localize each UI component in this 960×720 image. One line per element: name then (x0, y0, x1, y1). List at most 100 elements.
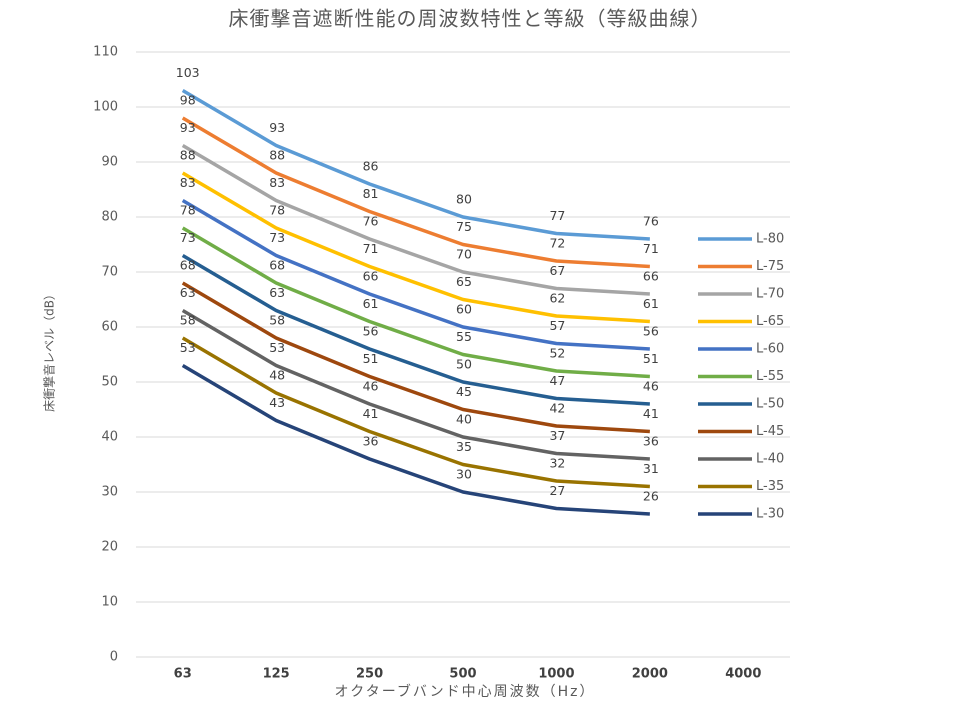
data-label: 72 (549, 236, 565, 251)
x-tick-label: 4000 (725, 667, 761, 682)
data-label: 60 (456, 302, 472, 317)
data-label: 41 (363, 406, 379, 421)
data-label: 61 (643, 296, 659, 311)
legend-label: L-75 (756, 259, 784, 274)
data-label: 37 (549, 428, 565, 443)
data-label: 27 (549, 483, 565, 498)
data-label: 43 (269, 395, 285, 410)
y-tick-label: 10 (101, 595, 118, 610)
data-label: 56 (363, 324, 379, 339)
data-label: 56 (643, 324, 659, 339)
data-label: 46 (643, 379, 659, 394)
x-tick-label: 63 (174, 667, 192, 682)
data-label: 68 (269, 258, 285, 273)
data-label: 81 (363, 186, 379, 201)
data-label: 36 (643, 434, 659, 449)
data-label: 86 (363, 159, 379, 174)
data-label: 66 (643, 269, 659, 284)
data-label: 65 (456, 274, 472, 289)
data-label: 62 (549, 291, 565, 306)
data-label: 30 (456, 467, 472, 482)
data-label: 73 (269, 230, 285, 245)
y-tick-label: 40 (101, 430, 118, 445)
x-axis-label: オクターブバンド中心周波数（Hz） (335, 683, 596, 700)
data-label: 35 (456, 439, 472, 454)
data-label: 57 (549, 318, 565, 333)
data-label: 78 (180, 203, 196, 218)
legend-label: L-30 (756, 507, 784, 522)
series-line (181, 88, 650, 241)
data-label: 41 (643, 406, 659, 421)
data-label: 76 (643, 214, 659, 229)
data-label: 88 (269, 148, 285, 163)
y-tick-label: 20 (101, 540, 118, 555)
data-label: 26 (643, 489, 659, 504)
y-tick-label: 100 (93, 100, 118, 115)
legend-label: L-35 (756, 479, 784, 494)
legend-label: L-45 (756, 424, 784, 439)
data-label: 58 (180, 313, 196, 328)
data-label: 70 (456, 247, 472, 262)
x-tick-label: 500 (449, 667, 476, 682)
y-tick-label: 70 (101, 265, 118, 280)
x-tick-label: 2000 (632, 667, 668, 682)
data-label: 42 (549, 401, 565, 416)
data-label: 103 (176, 65, 200, 80)
data-label: 78 (269, 203, 285, 218)
data-label: 77 (549, 208, 565, 223)
data-label: 61 (363, 296, 379, 311)
series-line (181, 308, 650, 461)
data-label: 98 (180, 93, 196, 108)
series-line (181, 336, 650, 489)
data-label: 40 (456, 412, 472, 427)
data-label: 80 (456, 192, 472, 207)
data-label: 53 (269, 340, 285, 355)
series-line (181, 363, 650, 516)
data-label: 46 (363, 379, 379, 394)
series-line (181, 171, 650, 324)
y-tick-label: 80 (101, 210, 118, 225)
data-label: 75 (456, 219, 472, 234)
data-label: 48 (269, 368, 285, 383)
data-label: 36 (363, 434, 379, 449)
data-label: 51 (363, 351, 379, 366)
y-tick-label: 30 (101, 485, 118, 500)
series-line (181, 143, 650, 296)
series-line (181, 253, 650, 406)
y-tick-label: 0 (110, 650, 118, 665)
y-axis-label: 床衝撃音レベル（dB） (42, 288, 57, 412)
legend-label: L-80 (756, 232, 784, 247)
data-label: 71 (363, 241, 379, 256)
legend-label: L-55 (756, 369, 784, 384)
data-label: 32 (549, 456, 565, 471)
legend-label: L-60 (756, 342, 784, 357)
series-line (181, 116, 650, 269)
data-label: 93 (180, 120, 196, 135)
data-label: 67 (549, 263, 565, 278)
data-label: 45 (456, 384, 472, 399)
legend-label: L-50 (756, 397, 784, 412)
data-label: 73 (180, 230, 196, 245)
legend-label: L-40 (756, 452, 784, 467)
data-label: 53 (180, 340, 196, 355)
data-label: 55 (456, 329, 472, 344)
legend-label: L-65 (756, 314, 784, 329)
data-label: 83 (269, 175, 285, 190)
y-tick-label: 110 (93, 45, 118, 60)
series-line (181, 198, 650, 351)
data-label: 31 (643, 461, 659, 476)
x-tick-label: 1000 (538, 667, 574, 682)
y-tick-label: 50 (101, 375, 118, 390)
data-label: 52 (549, 346, 565, 361)
data-label: 93 (269, 120, 285, 135)
series-line (181, 226, 650, 379)
data-label: 58 (269, 313, 285, 328)
data-label: 71 (643, 241, 659, 256)
data-label: 63 (180, 285, 196, 300)
data-label: 51 (643, 351, 659, 366)
data-label: 83 (180, 175, 196, 190)
series-line (181, 281, 650, 434)
chart-title: 床衝撃音遮断性能の周波数特性と等級（等級曲線） (229, 7, 712, 31)
x-tick-label: 125 (263, 667, 290, 682)
